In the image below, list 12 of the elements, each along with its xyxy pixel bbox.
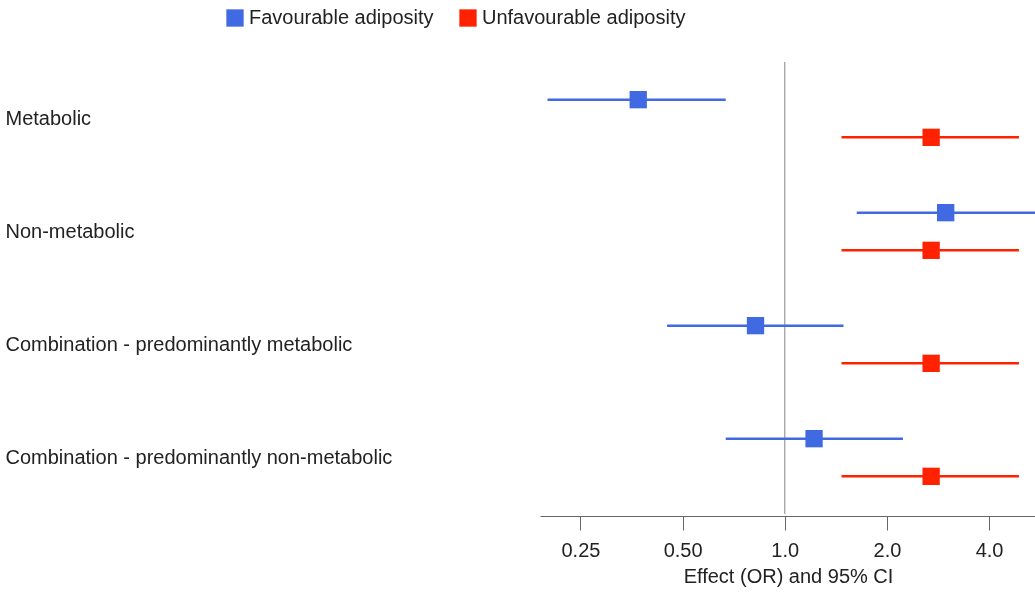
x-tick-label: 1.0 bbox=[771, 538, 800, 561]
legend-label: Unfavourable adiposity bbox=[482, 6, 686, 28]
x-tick-label: 2.0 bbox=[873, 538, 902, 561]
x-tick-label: 4.0 bbox=[975, 538, 1004, 561]
x-tick-label: 0.25 bbox=[561, 538, 601, 561]
y-tick-label: Combination - predominantly metabolic bbox=[5, 332, 353, 355]
y-tick-label: Combination - predominantly non-metabolic bbox=[5, 445, 393, 468]
x-tick-label: 0.50 bbox=[663, 538, 703, 561]
x-axis-title: Effect (OR) and 95% CI bbox=[683, 564, 894, 587]
y-tick-label: Non-metabolic bbox=[5, 219, 135, 242]
legend-label: Favourable adiposity bbox=[249, 6, 434, 28]
y-tick-label: Metabolic bbox=[5, 106, 92, 129]
